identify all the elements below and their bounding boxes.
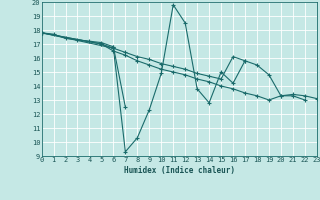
X-axis label: Humidex (Indice chaleur): Humidex (Indice chaleur) [124, 166, 235, 175]
